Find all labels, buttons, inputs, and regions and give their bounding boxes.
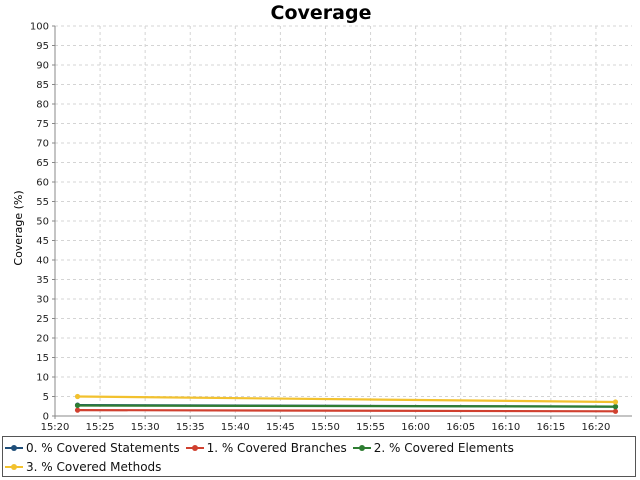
y-tick-label: 100 [30,22,49,33]
legend-swatch-statements [5,443,23,453]
legend-item-statements: 0. % Covered Statements [5,441,180,455]
y-tick-label: 60 [36,178,49,189]
y-tick-label: 75 [36,119,49,130]
legend-swatch-methods [5,462,23,472]
series-2-point-0 [74,402,81,409]
y-tick-label: 10 [36,373,49,384]
legend-item-branches: 1. % Covered Branches [185,441,347,455]
x-tick-label: 15:55 [356,422,385,433]
x-tick-label: 15:25 [86,422,115,433]
chart-legend: 0. % Covered Statements 1. % Covered Bra… [2,436,636,477]
x-tick-label: 15:45 [266,422,295,433]
x-tick-label: 15:35 [176,422,205,433]
y-tick-label: 65 [36,158,49,169]
series-1-point-0 [74,407,81,413]
y-tick-label: 0 [43,412,49,423]
x-tick-label: 16:20 [582,422,611,433]
x-tick-label: 16:15 [536,422,565,433]
legend-label-methods: 3. % Covered Methods [26,460,162,474]
legend-row-1: 0. % Covered Statements 1. % Covered Bra… [5,439,520,457]
legend-item-methods: 3. % Covered Methods [5,460,161,474]
y-tick-label: 35 [36,275,49,286]
series-3-point-0 [74,393,81,400]
series-line-3 [77,395,616,404]
legend-label-branches: 1. % Covered Branches [206,441,347,455]
x-tick-label: 16:05 [446,422,475,433]
y-tick-label: 95 [36,41,49,52]
legend-swatch-branches [185,443,204,453]
x-tick-label: 15:30 [131,422,160,433]
y-tick-label: 85 [36,80,49,91]
x-tick-label: 16:10 [491,422,520,433]
y-tick-label: 50 [36,217,49,228]
legend-label-statements: 0. % Covered Statements [26,441,180,455]
y-tick-label: 70 [36,139,49,150]
x-tick-label: 15:20 [41,422,70,433]
y-tick-label: 40 [36,256,49,267]
plot-area: 0 5 10 15 20 25 30 35 40 45 50 55 60 65 70 75 80 85 90 95 10… [30,22,632,433]
series-line-1 [77,409,616,413]
y-tick-label: 45 [36,236,49,247]
y-tick-label: 25 [36,314,49,325]
y-tick-label: 80 [36,100,49,111]
x-tick-label: 16:00 [401,422,430,433]
coverage-chart: Coverage Coverage (%) 0 5 10 15 20 25 30 35 40 45… [12,2,632,433]
legend-item-elements: 2. % Covered Elements [352,441,514,455]
y-axis-label: Coverage (%) [12,190,25,265]
x-tick-label: 15:50 [311,422,340,433]
series-1-point-1 [612,408,619,414]
y-tick-label: 55 [36,197,49,208]
y-tick-label: 20 [36,334,49,345]
y-tick-label: 30 [36,295,49,306]
series-3-point-1 [612,399,619,405]
y-tick-label: 90 [36,61,49,72]
legend-label-elements: 2. % Covered Elements [373,441,514,455]
x-tick-label: 15:40 [221,422,250,433]
y-tick-label: 5 [43,392,49,403]
chart-title: Coverage [271,2,372,24]
y-tick-label: 15 [36,353,49,364]
series-line-2 [77,404,616,408]
legend-row-2: 3. % Covered Methods [5,458,167,476]
series-2-point-1 [612,404,619,410]
legend-swatch-elements [352,443,371,453]
